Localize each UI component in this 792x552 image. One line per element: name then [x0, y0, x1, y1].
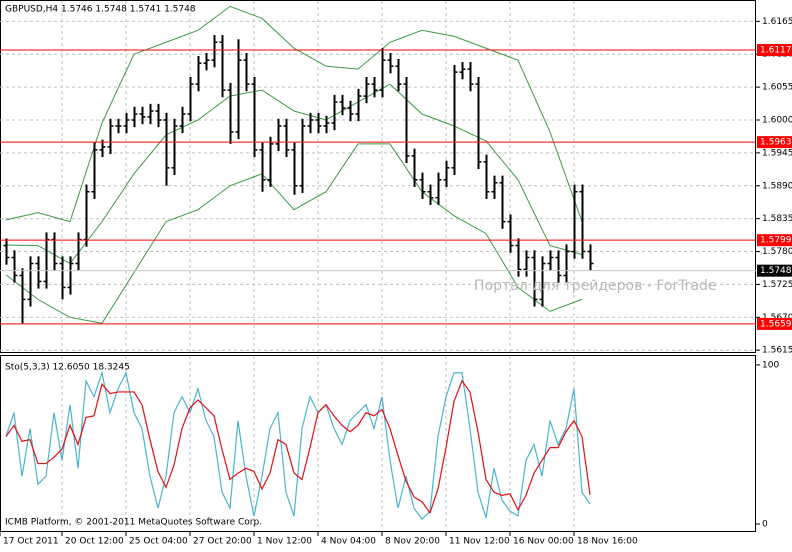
- stoch-panel: [0, 355, 756, 532]
- x-tick-label: 4 Nov 04:00: [321, 537, 376, 547]
- x-tick-label: 17 Oct 2011: [3, 537, 59, 547]
- band-line: [5, 5, 583, 223]
- chart-title: GBPUSD,H4 1.5746 1.5748 1.5741 1.5748: [5, 5, 196, 15]
- stoch-line: [5, 370, 591, 521]
- y-tick-label: 1.5780: [762, 247, 792, 257]
- x-tick-label: 1 Nov 12:00: [257, 537, 312, 547]
- y-tick-label: 1.6000: [762, 115, 792, 125]
- main-panel: [0, 0, 756, 353]
- x-tick-label: 16 Nov 00:00: [513, 537, 574, 547]
- last-price-box: [757, 264, 792, 277]
- y-tick-label: 1.5945: [762, 148, 792, 158]
- level-label: 1.5799: [760, 236, 792, 246]
- watermark: Портал для трейдеров - ForTrade: [474, 278, 717, 294]
- y-tick-label: 0: [762, 520, 768, 530]
- x-tick-label: 11 Nov 12:00: [449, 537, 510, 547]
- level-box: [757, 44, 792, 57]
- last-price-label: 1.5748: [760, 266, 792, 276]
- band-line: [5, 83, 583, 265]
- footer: ICMB Platform, © 2001-2011 MetaQuotes So…: [5, 518, 262, 528]
- indicator-title: Sto(5,3,3) 12.6050 18.3245: [5, 363, 130, 373]
- y-tick-label: 1.6055: [762, 83, 792, 93]
- y-tick-label: 1.6165: [762, 17, 792, 27]
- y-tick-label: 1.5725: [762, 280, 792, 290]
- x-tick-label: 8 Nov 20:00: [385, 537, 440, 547]
- y-tick-label: 1.5835: [762, 214, 792, 224]
- level-label: 1.6117: [760, 46, 792, 56]
- y-tick-label: 1.5670: [762, 313, 792, 323]
- x-tick-label: 18 Nov 16:00: [577, 537, 638, 547]
- x-tick-label: 25 Oct 04:00: [129, 537, 188, 547]
- level-box: [757, 136, 792, 149]
- stoch-line: [5, 379, 591, 515]
- band-line: [5, 143, 583, 324]
- level-label: 1.5659: [760, 319, 792, 329]
- y-tick-label: 1.5615: [762, 346, 792, 356]
- x-tick-label: 20 Oct 12:00: [65, 537, 124, 547]
- y-tick-label: 1.5890: [762, 181, 792, 191]
- y-tick-label: 100: [762, 360, 779, 370]
- x-tick-label: 27 Oct 20:00: [193, 537, 252, 547]
- level-label: 1.5963: [760, 138, 792, 148]
- level-box: [757, 317, 792, 330]
- level-box: [757, 234, 792, 247]
